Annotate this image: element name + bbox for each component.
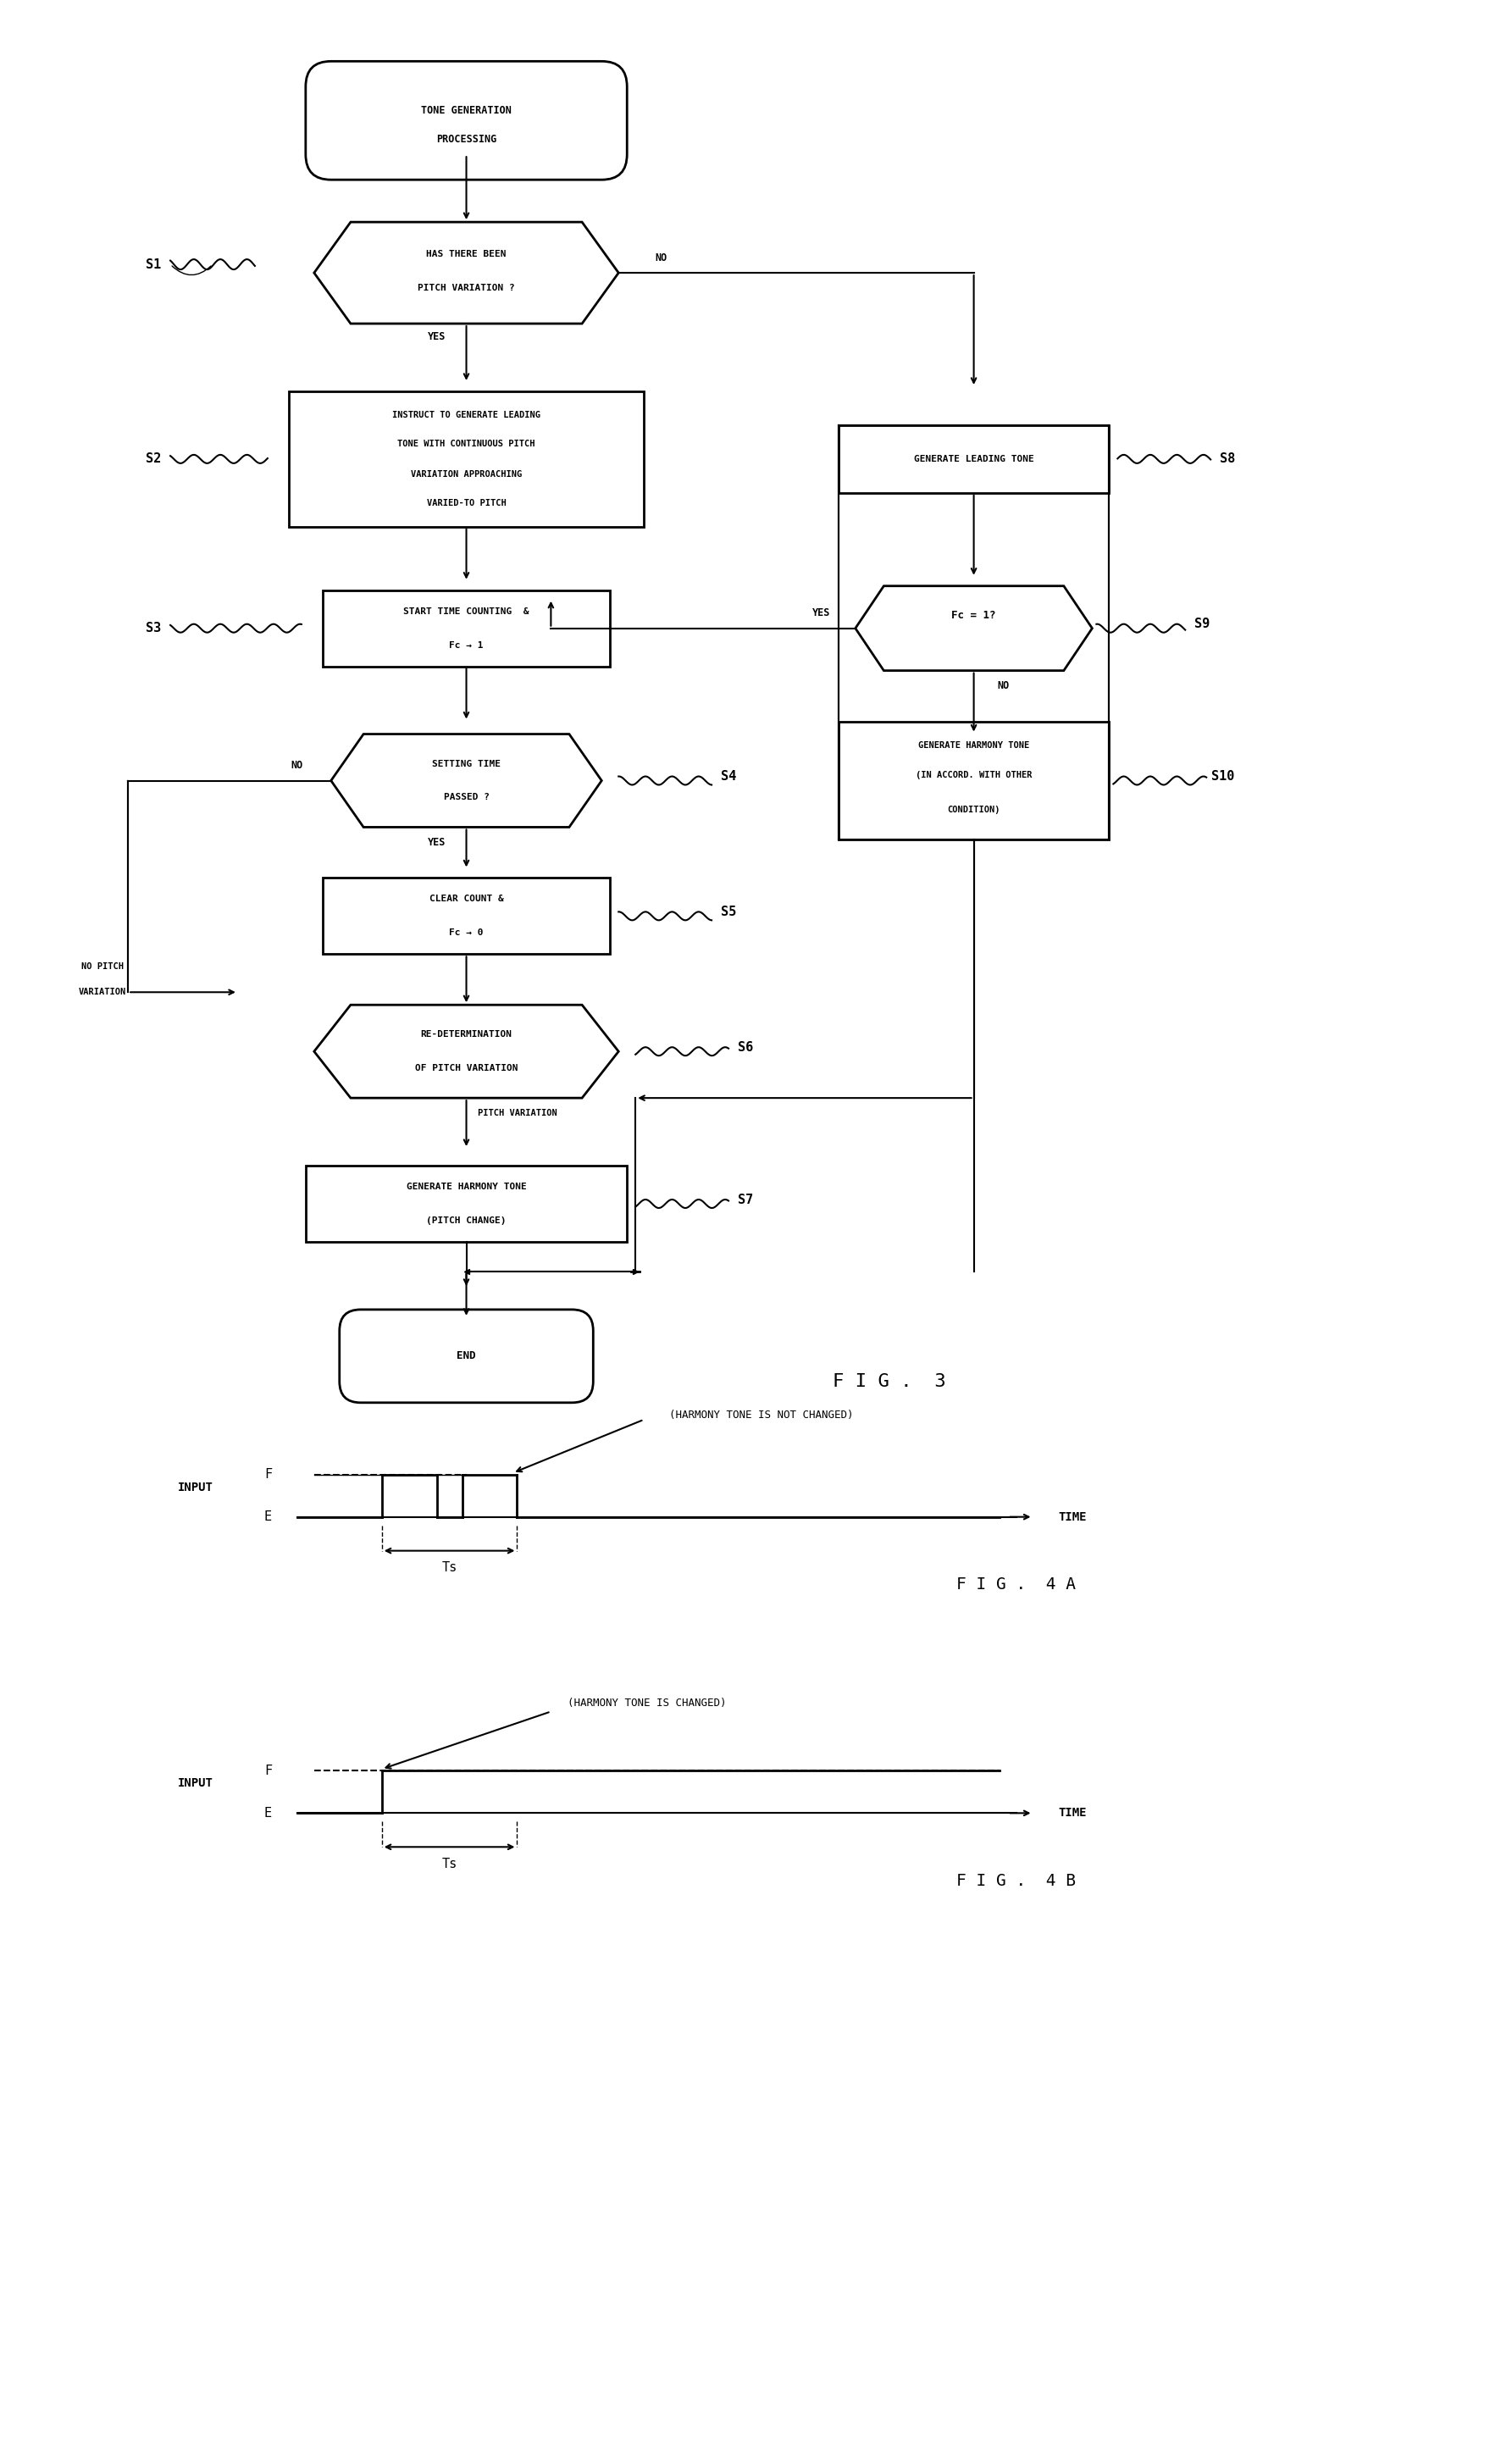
Text: Ts: Ts bbox=[442, 1856, 457, 1871]
Text: F I G .  3: F I G . 3 bbox=[833, 1374, 947, 1391]
Text: PASSED ?: PASSED ? bbox=[443, 793, 490, 801]
Text: E: E bbox=[265, 1511, 272, 1523]
Text: S1: S1 bbox=[145, 257, 162, 272]
Text: OF PITCH VARIATION: OF PITCH VARIATION bbox=[414, 1065, 517, 1073]
Text: TONE WITH CONTINUOUS PITCH: TONE WITH CONTINUOUS PITCH bbox=[398, 438, 535, 448]
Text: INPUT: INPUT bbox=[178, 1778, 213, 1790]
Text: NO: NO bbox=[655, 252, 667, 262]
Polygon shape bbox=[314, 223, 618, 323]
Text: SETTING TIME: SETTING TIME bbox=[432, 759, 500, 769]
Text: GENERATE HARMONY TONE: GENERATE HARMONY TONE bbox=[407, 1183, 526, 1190]
Text: NO: NO bbox=[998, 681, 1010, 691]
FancyBboxPatch shape bbox=[305, 61, 627, 179]
Text: S5: S5 bbox=[721, 906, 736, 918]
Text: TIME: TIME bbox=[1058, 1807, 1087, 1820]
Text: (HARMONY TONE IS NOT CHANGED): (HARMONY TONE IS NOT CHANGED) bbox=[670, 1411, 854, 1420]
Text: S6: S6 bbox=[738, 1041, 753, 1053]
Text: NO PITCH: NO PITCH bbox=[82, 962, 124, 972]
Text: (PITCH CHANGE): (PITCH CHANGE) bbox=[426, 1217, 507, 1224]
Text: VARIATION: VARIATION bbox=[79, 987, 127, 997]
Polygon shape bbox=[331, 735, 602, 828]
Text: Fc = 1?: Fc = 1? bbox=[951, 610, 996, 622]
Text: F I G .  4 B: F I G . 4 B bbox=[957, 1873, 1075, 1888]
Text: START TIME COUNTING  &: START TIME COUNTING & bbox=[404, 607, 529, 615]
Text: INPUT: INPUT bbox=[178, 1482, 213, 1494]
Polygon shape bbox=[314, 1004, 618, 1097]
Text: PITCH VARIATION: PITCH VARIATION bbox=[478, 1109, 556, 1117]
Text: S7: S7 bbox=[738, 1193, 753, 1205]
Text: F: F bbox=[265, 1763, 272, 1778]
Text: S3: S3 bbox=[145, 622, 162, 634]
Text: YES: YES bbox=[428, 331, 446, 343]
Text: S9: S9 bbox=[1194, 617, 1210, 629]
Text: CLEAR COUNT &: CLEAR COUNT & bbox=[429, 894, 503, 904]
Text: PROCESSING: PROCESSING bbox=[435, 135, 496, 144]
FancyBboxPatch shape bbox=[839, 426, 1110, 492]
Text: GENERATE HARMONY TONE: GENERATE HARMONY TONE bbox=[918, 742, 1030, 749]
Text: S10: S10 bbox=[1211, 769, 1235, 784]
Text: INSTRUCT TO GENERATE LEADING: INSTRUCT TO GENERATE LEADING bbox=[392, 411, 540, 419]
Text: S8: S8 bbox=[1220, 453, 1235, 465]
Text: F: F bbox=[265, 1469, 272, 1482]
Text: END: END bbox=[457, 1349, 476, 1362]
Text: VARIED-TO PITCH: VARIED-TO PITCH bbox=[426, 500, 507, 507]
Text: Fc → 0: Fc → 0 bbox=[449, 928, 484, 938]
FancyBboxPatch shape bbox=[289, 392, 644, 527]
Text: (IN ACCORD. WITH OTHER: (IN ACCORD. WITH OTHER bbox=[916, 771, 1033, 779]
Text: GENERATE LEADING TONE: GENERATE LEADING TONE bbox=[913, 456, 1034, 463]
FancyBboxPatch shape bbox=[305, 1166, 627, 1242]
FancyBboxPatch shape bbox=[340, 1310, 593, 1403]
Text: F I G .  4 A: F I G . 4 A bbox=[957, 1577, 1075, 1592]
FancyBboxPatch shape bbox=[839, 722, 1110, 840]
Text: PITCH VARIATION ?: PITCH VARIATION ? bbox=[417, 284, 516, 291]
Text: S4: S4 bbox=[721, 769, 736, 784]
Polygon shape bbox=[856, 585, 1092, 671]
Text: TIME: TIME bbox=[1058, 1511, 1087, 1523]
Text: RE-DETERMINATION: RE-DETERMINATION bbox=[420, 1031, 513, 1038]
Text: HAS THERE BEEN: HAS THERE BEEN bbox=[426, 250, 507, 260]
Text: Ts: Ts bbox=[442, 1562, 457, 1575]
Text: VARIATION APPROACHING: VARIATION APPROACHING bbox=[411, 470, 522, 478]
FancyBboxPatch shape bbox=[322, 590, 611, 666]
Text: Fc → 1: Fc → 1 bbox=[449, 642, 484, 649]
Text: E: E bbox=[265, 1807, 272, 1820]
Text: YES: YES bbox=[428, 838, 446, 847]
Text: (HARMONY TONE IS CHANGED): (HARMONY TONE IS CHANGED) bbox=[569, 1697, 727, 1709]
Text: YES: YES bbox=[812, 607, 830, 620]
Text: TONE GENERATION: TONE GENERATION bbox=[420, 105, 511, 115]
Text: NO: NO bbox=[292, 759, 304, 771]
Text: CONDITION): CONDITION) bbox=[948, 806, 1001, 816]
Text: S2: S2 bbox=[145, 453, 162, 465]
FancyBboxPatch shape bbox=[322, 877, 611, 955]
